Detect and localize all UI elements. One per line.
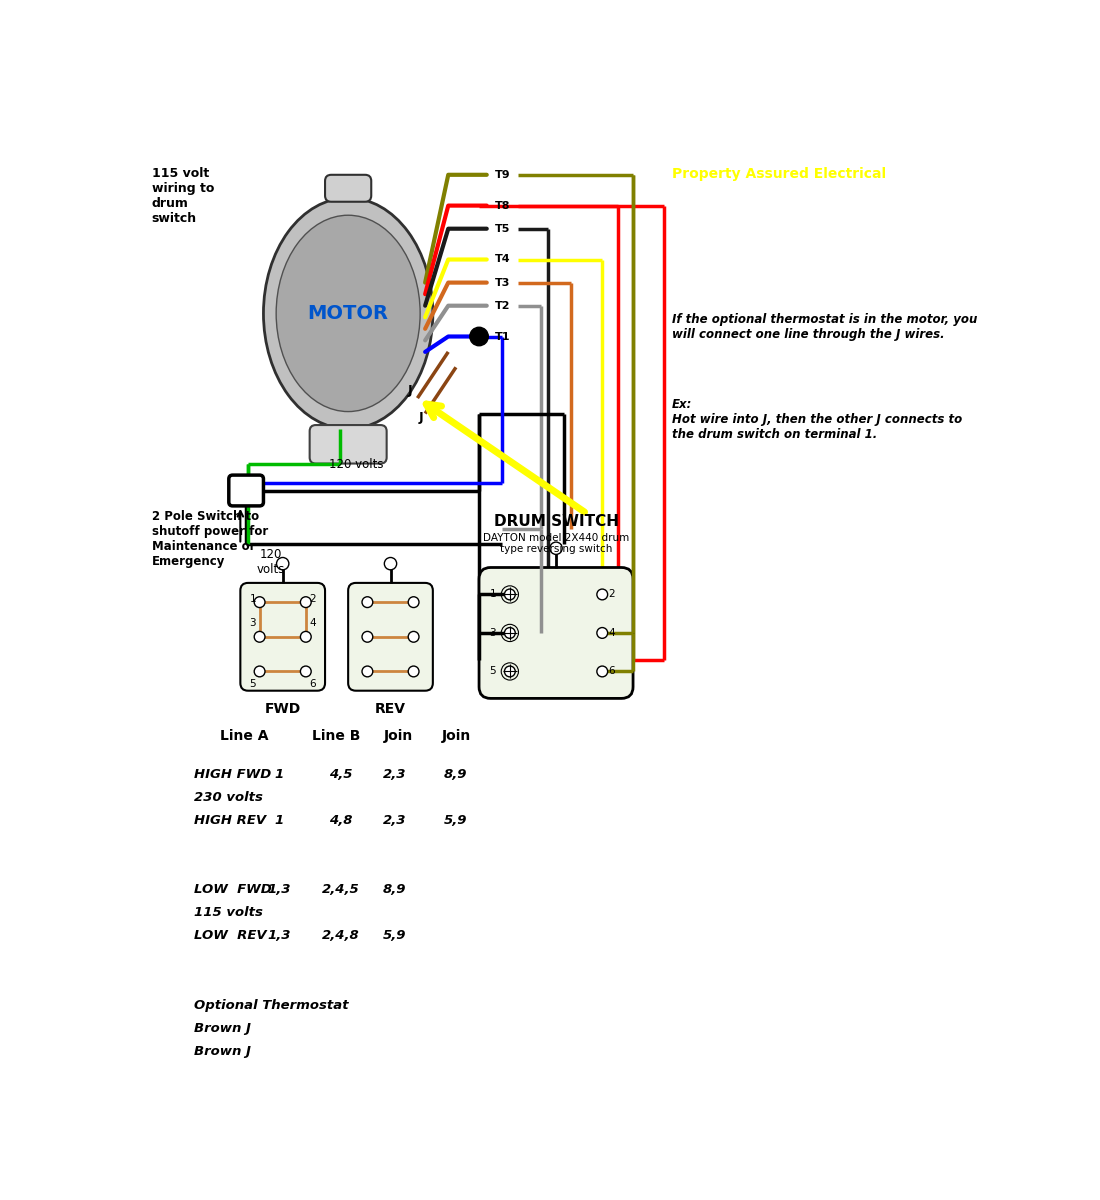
Text: DAYTON model 2X440 drum
type reversing switch: DAYTON model 2X440 drum type reversing s… bbox=[483, 533, 629, 554]
Circle shape bbox=[597, 589, 607, 600]
Text: 2: 2 bbox=[309, 594, 316, 605]
Text: T3: T3 bbox=[495, 277, 509, 288]
Circle shape bbox=[470, 328, 488, 346]
Text: T9: T9 bbox=[495, 169, 510, 180]
Circle shape bbox=[276, 558, 289, 570]
Text: 2 Pole Switch to
shutoff power for
Maintenance or
Emergency: 2 Pole Switch to shutoff power for Maint… bbox=[152, 510, 268, 568]
Text: 8,9: 8,9 bbox=[444, 768, 468, 781]
Text: REV: REV bbox=[375, 702, 406, 716]
Text: 230 volts: 230 volts bbox=[194, 791, 263, 804]
Text: 6: 6 bbox=[309, 679, 316, 689]
Ellipse shape bbox=[264, 198, 432, 428]
Text: 5,9: 5,9 bbox=[383, 929, 406, 942]
Circle shape bbox=[505, 666, 515, 677]
Circle shape bbox=[362, 666, 373, 677]
Text: 1,3: 1,3 bbox=[267, 883, 290, 896]
Text: T1: T1 bbox=[495, 331, 510, 342]
Circle shape bbox=[254, 666, 265, 677]
Circle shape bbox=[300, 666, 311, 677]
Text: 8,9: 8,9 bbox=[383, 883, 406, 896]
Text: 115 volt
wiring to
drum
switch: 115 volt wiring to drum switch bbox=[152, 167, 214, 226]
Text: T8: T8 bbox=[495, 200, 510, 211]
Text: Brown J: Brown J bbox=[194, 1022, 251, 1034]
FancyBboxPatch shape bbox=[229, 475, 264, 506]
Text: J: J bbox=[419, 410, 424, 424]
FancyBboxPatch shape bbox=[310, 425, 387, 463]
Text: 3: 3 bbox=[490, 628, 496, 638]
Text: 1: 1 bbox=[490, 589, 496, 600]
Circle shape bbox=[597, 666, 607, 677]
Circle shape bbox=[408, 631, 419, 642]
Text: 2,3: 2,3 bbox=[383, 814, 406, 827]
Circle shape bbox=[550, 542, 562, 554]
FancyBboxPatch shape bbox=[478, 568, 634, 698]
Text: 5,9: 5,9 bbox=[444, 814, 468, 827]
Circle shape bbox=[254, 596, 265, 607]
Text: 5: 5 bbox=[490, 666, 496, 677]
FancyBboxPatch shape bbox=[326, 175, 372, 202]
Circle shape bbox=[254, 631, 265, 642]
Text: 115 volts: 115 volts bbox=[194, 906, 263, 919]
Circle shape bbox=[505, 589, 515, 600]
Circle shape bbox=[362, 631, 373, 642]
Text: 2: 2 bbox=[608, 589, 615, 600]
Ellipse shape bbox=[276, 215, 420, 412]
Text: T2: T2 bbox=[495, 301, 510, 311]
Text: 4,5: 4,5 bbox=[329, 768, 352, 781]
Text: T5: T5 bbox=[495, 223, 509, 234]
Text: 5: 5 bbox=[250, 679, 256, 689]
Circle shape bbox=[597, 628, 607, 638]
Text: 4: 4 bbox=[608, 628, 615, 638]
Text: 2,4,8: 2,4,8 bbox=[321, 929, 360, 942]
Text: 2,3: 2,3 bbox=[383, 768, 406, 781]
Text: 4,8: 4,8 bbox=[329, 814, 352, 827]
Circle shape bbox=[408, 666, 419, 677]
Circle shape bbox=[362, 596, 373, 607]
Text: 1: 1 bbox=[274, 768, 284, 781]
Text: Ex:
Hot wire into J, then the other J connects to
the drum switch on terminal 1.: Ex: Hot wire into J, then the other J co… bbox=[671, 398, 961, 442]
Text: 6: 6 bbox=[608, 666, 615, 677]
Text: 1: 1 bbox=[250, 594, 256, 605]
FancyBboxPatch shape bbox=[240, 583, 326, 691]
Circle shape bbox=[505, 628, 515, 638]
Text: FWD: FWD bbox=[265, 702, 300, 716]
Text: 1: 1 bbox=[274, 814, 284, 827]
Circle shape bbox=[300, 631, 311, 642]
Circle shape bbox=[384, 558, 397, 570]
Circle shape bbox=[408, 596, 419, 607]
Text: Join: Join bbox=[384, 730, 412, 743]
Text: DRUM SWITCH: DRUM SWITCH bbox=[494, 514, 618, 529]
Text: MOTOR: MOTOR bbox=[308, 304, 388, 323]
Text: If the optional thermostat is in the motor, you
will connect one line through th: If the optional thermostat is in the mot… bbox=[671, 313, 977, 341]
Text: 120 volts: 120 volts bbox=[329, 458, 383, 472]
Text: LOW  FWD: LOW FWD bbox=[194, 883, 272, 896]
Text: 1,3: 1,3 bbox=[267, 929, 290, 942]
Text: Brown J: Brown J bbox=[194, 1045, 251, 1058]
Text: T4: T4 bbox=[495, 254, 510, 264]
Text: J: J bbox=[407, 384, 412, 397]
Text: Line B: Line B bbox=[312, 730, 361, 743]
Text: Property Assured Electrical: Property Assured Electrical bbox=[671, 167, 886, 181]
Text: 2,4,5: 2,4,5 bbox=[321, 883, 360, 896]
Text: 120
volts: 120 volts bbox=[257, 548, 285, 576]
Circle shape bbox=[300, 596, 311, 607]
Text: HIGH REV: HIGH REV bbox=[194, 814, 266, 827]
Text: HIGH FWD: HIGH FWD bbox=[194, 768, 272, 781]
Text: Optional Thermostat: Optional Thermostat bbox=[194, 998, 349, 1012]
FancyBboxPatch shape bbox=[348, 583, 432, 691]
Text: 3: 3 bbox=[250, 618, 256, 628]
Text: LOW  REV: LOW REV bbox=[194, 929, 267, 942]
Text: Line A: Line A bbox=[220, 730, 268, 743]
Text: Join: Join bbox=[441, 730, 471, 743]
Text: 4: 4 bbox=[309, 618, 316, 628]
